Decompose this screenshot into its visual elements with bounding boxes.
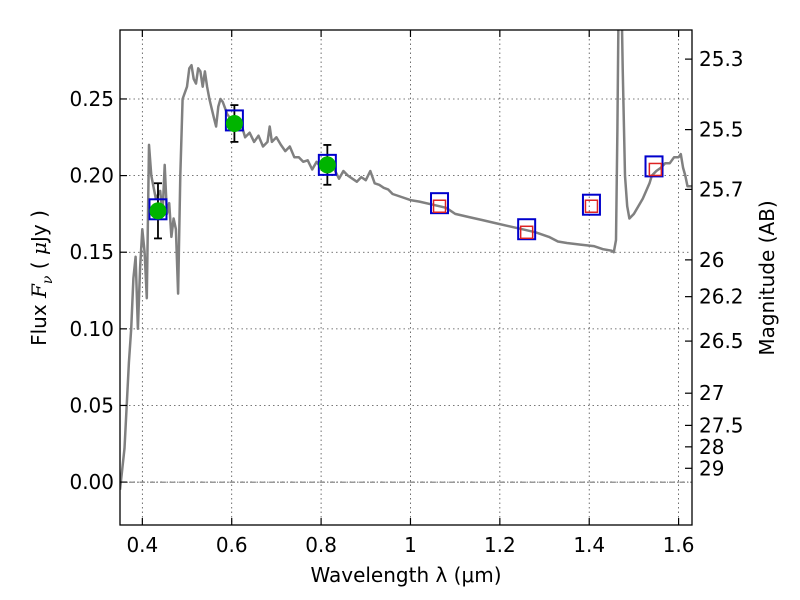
grid-lines (120, 30, 692, 525)
y-tick-label: 0.20 (69, 164, 114, 188)
x-tick-label: 1.4 (573, 533, 605, 557)
upper-limit-point (519, 225, 534, 240)
upper-limit-point (432, 199, 447, 213)
y-axis-label: Flux Fν ( μJy ) (27, 210, 56, 346)
magnitude-tick-label: 28 (699, 435, 724, 459)
magnitude-tick-label: 29 (699, 456, 724, 480)
magnitude-tick-label: 25.5 (699, 118, 744, 142)
x-axis-label: Wavelength λ (μm) (310, 563, 501, 587)
observed-flux-point (149, 202, 167, 220)
x-tick-label: 0.4 (126, 533, 158, 557)
model-photometry-point (581, 193, 601, 216)
model-photometry-point (430, 192, 450, 215)
model-photometry-point (517, 218, 537, 241)
upper-limit-point (584, 199, 599, 213)
magnitude-tick-label: 27.5 (699, 413, 744, 437)
magnitude-tick-label: 26 (699, 248, 724, 272)
model-photometry-point (644, 155, 664, 178)
y-tick-label: 0.15 (69, 240, 114, 264)
observed-flux-point (318, 156, 336, 174)
upper-limit-point (648, 162, 663, 177)
y-tick-label: 0.25 (69, 87, 114, 111)
right-y-axis-label: Magnitude (AB) (755, 200, 779, 355)
tick-labels: 0.4 0.6 0.8 1 1.2 1.4 1.6 0.00 0.05 0.10 0.15 0.20 0… (69, 47, 743, 557)
x-tick-label: 0.8 (305, 533, 337, 557)
magnitude-tick-label: 26.2 (699, 285, 744, 309)
plot-series (120, 30, 692, 490)
magnitude-tick-label: 27 (699, 381, 724, 405)
plot-frame (119, 29, 693, 526)
observed-flux-point (225, 114, 243, 132)
axis-ticks (120, 30, 692, 525)
y-tick-label: 0.10 (69, 317, 114, 341)
x-tick-label: 1.6 (663, 533, 695, 557)
y-tick-label: 0.05 (69, 393, 114, 417)
y-tick-label: 0.00 (69, 470, 114, 494)
x-tick-label: 0.6 (216, 533, 248, 557)
magnitude-tick-label: 25.3 (699, 47, 744, 71)
magnitude-tick-label: 25.7 (699, 177, 744, 201)
sed-model-curve (120, 30, 692, 490)
magnitude-tick-label: 26.5 (699, 329, 744, 353)
x-tick-label: 1 (404, 533, 417, 557)
x-tick-label: 1.2 (484, 533, 516, 557)
